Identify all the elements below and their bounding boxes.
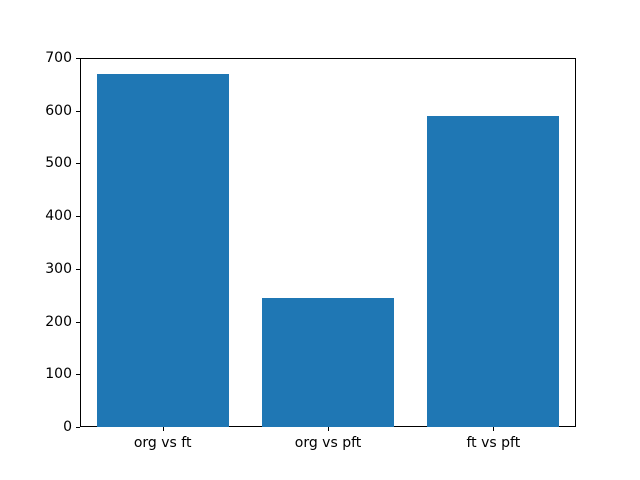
y-tick-label: 100 (45, 366, 72, 383)
y-tick-label: 700 (45, 50, 72, 66)
x-tick-label: ft vs pft (466, 435, 521, 451)
y-tick-label: 0 (63, 419, 72, 435)
x-tick-label: org vs ft (133, 435, 192, 451)
y-tick-label: 600 (45, 102, 72, 119)
y-tick-mark (76, 110, 80, 112)
y-tick-mark (76, 427, 80, 428)
x-tick-mark (328, 427, 329, 431)
y-tick-mark (76, 268, 80, 270)
x-tick-label: org vs pft (294, 435, 362, 451)
y-tick-mark (76, 163, 80, 165)
y-tick-label: 500 (45, 155, 72, 172)
bar-org-vs-ft (96, 73, 229, 427)
x-tick-mark (162, 427, 164, 431)
y-tick-label: 300 (45, 260, 72, 277)
y-tick-mark (76, 321, 80, 323)
bar-ft-vs-pft (427, 115, 560, 427)
bar-org-vs-pft (261, 297, 395, 427)
y-tick-mark (76, 58, 80, 59)
y-tick-label: 400 (45, 208, 72, 225)
y-tick-mark (76, 374, 80, 376)
y-tick-mark (76, 216, 80, 218)
x-tick-mark (493, 427, 495, 431)
y-tick-label: 200 (45, 313, 72, 330)
